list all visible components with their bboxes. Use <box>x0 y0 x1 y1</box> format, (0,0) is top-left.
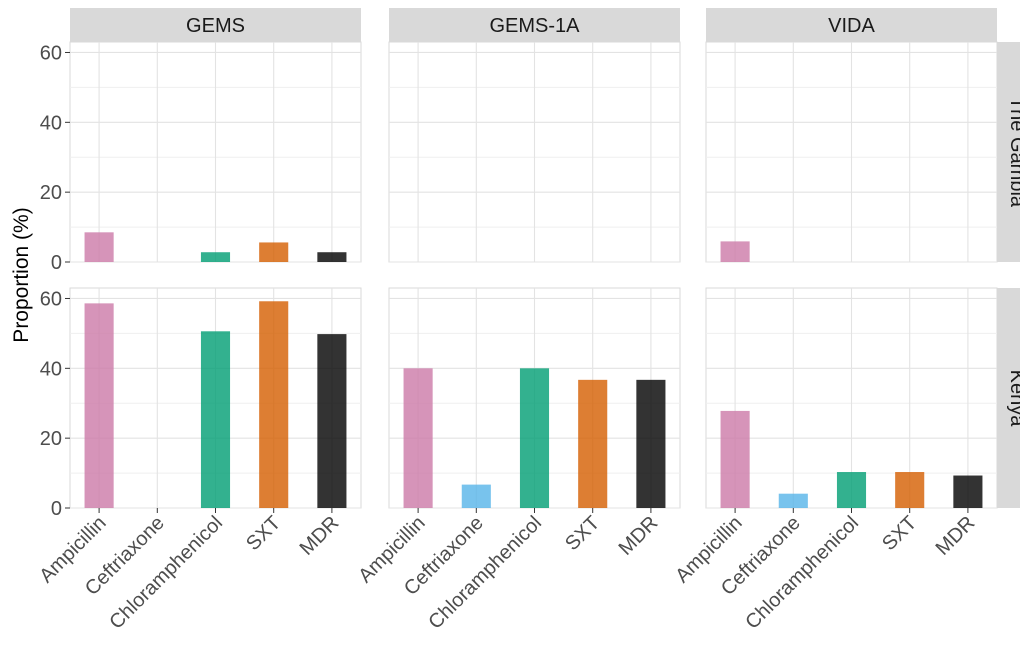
x-tick-label-chloramphenicol: Chloramphenicol <box>741 512 863 634</box>
bar-gems-the-gambia-mdr <box>317 252 347 262</box>
y-axis-title: Proportion (%) <box>10 207 33 342</box>
bar-vida-kenya-ceftriaxone <box>778 493 808 508</box>
y-tick-label: 0 <box>51 498 62 520</box>
x-tick-label-chloramphenicol: Chloramphenicol <box>424 512 546 634</box>
bar-vida-kenya-chloramphenicol <box>836 472 867 508</box>
bar-vida-kenya-sxt <box>895 472 925 508</box>
facet-label-vida: VIDA <box>828 15 875 37</box>
x-tick-label-chloramphenicol: Chloramphenicol <box>105 512 227 634</box>
x-tick-label-sxt: SXT <box>242 512 285 555</box>
bar-gems-the-gambia-sxt <box>259 242 289 262</box>
x-tick-label-mdr: MDR <box>296 512 344 560</box>
bar-gems-kenya-chloramphenicol <box>200 331 231 508</box>
bar-gems-kenya-mdr <box>317 334 347 508</box>
y-tick-label: 0 <box>51 252 62 274</box>
bar-gems-the-gambia-ampicillin <box>84 232 114 262</box>
row-strip-the-gambia <box>997 42 1020 262</box>
y-tick-label: 40 <box>40 358 62 380</box>
bar-gems-1a-kenya-ampicillin <box>403 368 433 508</box>
bar-gems-kenya-ampicillin <box>84 303 114 508</box>
y-tick-label: 60 <box>40 42 62 64</box>
x-tick-label-mdr: MDR <box>615 512 663 560</box>
y-tick-label: 20 <box>40 182 62 204</box>
x-tick-label-mdr: MDR <box>932 512 980 560</box>
bar-gems-kenya-sxt <box>259 301 289 508</box>
y-tick-label: 40 <box>40 112 62 134</box>
bar-gems-the-gambia-chloramphenicol <box>200 252 231 262</box>
y-tick-label: 60 <box>40 288 62 310</box>
facet-label-gems-1a: GEMS-1A <box>489 15 580 37</box>
bar-gems-1a-kenya-chloramphenicol <box>519 368 550 508</box>
bar-gems-1a-kenya-mdr <box>636 379 666 508</box>
facet-strip-gems-1a <box>389 8 680 42</box>
x-tick-label-sxt: SXT <box>878 512 921 555</box>
y-tick-label: 20 <box>40 428 62 450</box>
bar-gems-1a-kenya-ceftriaxone <box>461 484 491 508</box>
facet-label-gems: GEMS <box>186 15 245 37</box>
row-label-the-gambia: The Gambia <box>1006 97 1020 208</box>
bar-vida-kenya-mdr <box>953 475 983 508</box>
facet-strip-vida <box>706 8 997 42</box>
bar-vida-kenya-ampicillin <box>720 410 750 508</box>
bar-gems-1a-kenya-sxt <box>578 379 608 508</box>
row-label-kenya: Kenya <box>1006 370 1020 428</box>
bar-vida-the-gambia-ampicillin <box>720 241 750 262</box>
row-strip-kenya <box>997 288 1020 508</box>
x-tick-label-sxt: SXT <box>561 512 604 555</box>
facet-strip-gems <box>70 8 361 42</box>
